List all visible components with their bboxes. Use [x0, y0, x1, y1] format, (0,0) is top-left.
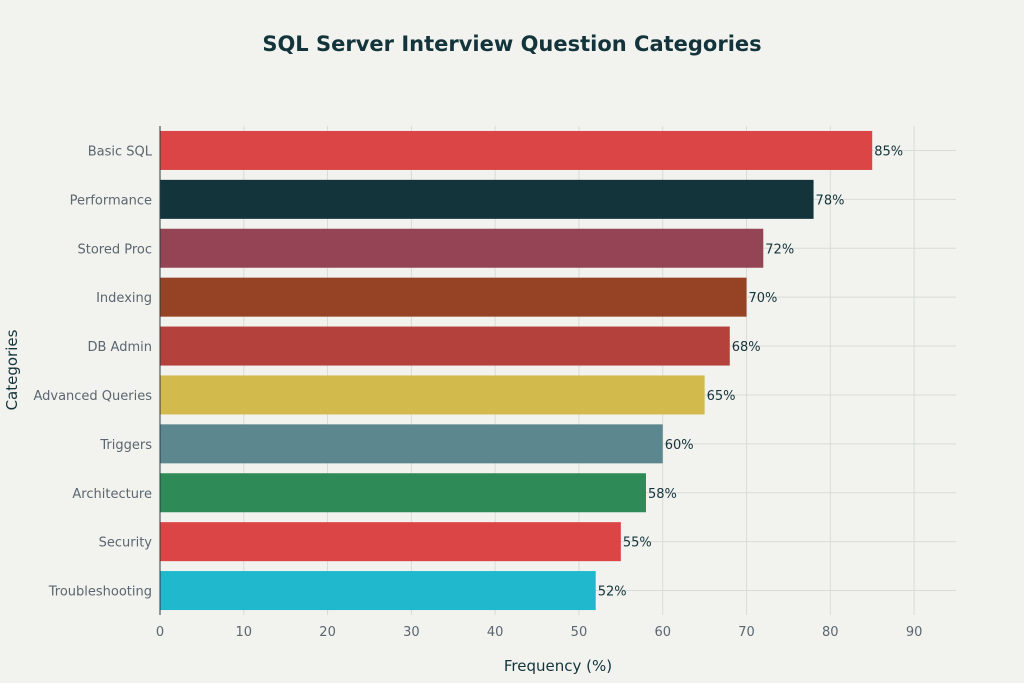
value-label: 72% — [765, 242, 794, 257]
value-label: 52% — [598, 585, 627, 600]
bar-basic-sql — [160, 130, 873, 170]
bar-advanced-queries — [160, 375, 705, 415]
x-tick-label: 40 — [487, 625, 504, 640]
category-label: Security — [99, 536, 153, 551]
x-tick-label: 0 — [156, 625, 164, 640]
x-tick-label: 20 — [319, 625, 336, 640]
bar-indexing — [160, 277, 747, 317]
x-tick-label: 50 — [571, 625, 588, 640]
bar-security — [160, 522, 621, 562]
bars — [160, 130, 873, 611]
category-label: DB Admin — [88, 340, 153, 355]
category-label: Triggers — [99, 438, 152, 453]
value-label: 65% — [707, 389, 736, 404]
bar-performance — [160, 179, 814, 219]
x-tick-label: 80 — [822, 625, 839, 640]
y-axis-title: Categories — [3, 329, 21, 410]
value-label: 58% — [648, 487, 677, 502]
category-label: Indexing — [96, 291, 152, 306]
category-label: Stored Proc — [77, 242, 152, 257]
value-label: 78% — [816, 193, 845, 208]
value-label: 85% — [874, 144, 903, 159]
bar-stored-proc — [160, 228, 764, 268]
bar-troubleshooting — [160, 571, 596, 611]
category-labels: Basic SQL Performance Stored Proc Indexing D… — [33, 144, 152, 599]
category-label: Basic SQL — [88, 144, 153, 159]
value-label: 68% — [732, 340, 761, 355]
x-tick-labels: 0 10 20 30 40 50 60 70 80 90 — [156, 625, 923, 640]
category-label: Advanced Queries — [33, 389, 152, 404]
bar-triggers — [160, 424, 663, 464]
x-axis-title: Frequency (%) — [504, 657, 612, 675]
value-label: 60% — [665, 438, 694, 453]
x-tick-label: 10 — [236, 625, 253, 640]
bar-architecture — [160, 473, 646, 513]
value-label: 55% — [623, 536, 652, 551]
chart-title: SQL Server Interview Question Categories — [262, 32, 761, 56]
category-label: Architecture — [72, 487, 152, 502]
x-tick-label: 90 — [906, 625, 923, 640]
value-labels: 85% 78% 72% 70% 68% 65% 60% 58% 55% 52% — [598, 144, 903, 599]
x-tick-label: 70 — [738, 625, 755, 640]
x-tick-label: 30 — [403, 625, 420, 640]
category-label: Performance — [70, 193, 152, 208]
value-label: 70% — [749, 291, 778, 306]
bar-db-admin — [160, 326, 730, 366]
category-label: Troubleshooting — [48, 585, 152, 600]
x-tick-label: 60 — [654, 625, 671, 640]
